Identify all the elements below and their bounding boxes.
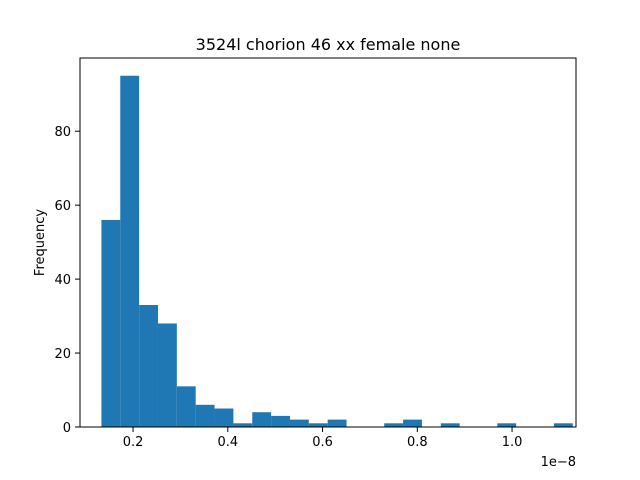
- y-axis-label: Frequency: [33, 209, 48, 276]
- histogram-bar: [384, 423, 404, 427]
- x-axis-ticks: 0.2 0.4 0.6 0.8 1.0: [123, 427, 523, 450]
- histogram-bar: [271, 415, 290, 427]
- y-axis-ticks: 0 20 40 60 80: [54, 125, 80, 436]
- histogram-bar: [101, 219, 121, 427]
- histogram-bar: [176, 386, 196, 427]
- histogram-bar: [553, 423, 573, 427]
- histogram-bars: [101, 75, 573, 427]
- histogram-bar: [497, 423, 517, 427]
- y-tick-label: 40: [54, 273, 71, 288]
- y-tick-label: 20: [54, 347, 71, 362]
- x-tick-label: 0.6: [312, 435, 333, 450]
- x-axis-offset-text: 1e−8: [541, 455, 576, 470]
- x-tick-label: 1.0: [502, 435, 523, 450]
- histogram-bar: [195, 404, 215, 427]
- histogram-bar: [308, 423, 328, 427]
- histogram-bar: [252, 412, 272, 427]
- y-tick-label: 0: [63, 421, 71, 436]
- plot-frame: [79, 57, 577, 428]
- histogram-bar: [233, 423, 253, 427]
- histogram-bar: [327, 419, 347, 427]
- histogram-bar: [139, 304, 158, 427]
- histogram-bar: [214, 408, 234, 427]
- histogram-bar: [440, 423, 460, 427]
- histogram-bar: [403, 419, 422, 427]
- chart-title: 3524l chorion 46 xx female none: [196, 35, 461, 54]
- y-tick-label: 80: [54, 125, 71, 140]
- histogram-bar: [289, 419, 309, 427]
- x-tick-label: 0.8: [407, 435, 428, 450]
- x-tick-label: 0.2: [123, 435, 144, 450]
- histogram-bar: [157, 323, 177, 427]
- x-tick-label: 0.4: [217, 435, 238, 450]
- y-tick-label: 60: [54, 199, 71, 214]
- histogram-bar: [120, 75, 140, 427]
